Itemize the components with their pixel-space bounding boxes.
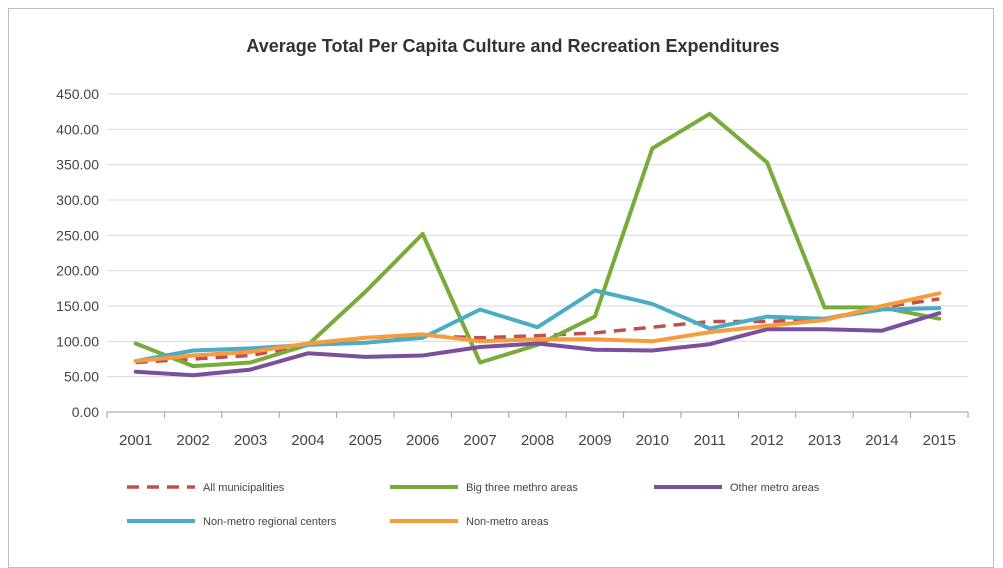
legend-label: Big three methro areas: [466, 482, 578, 494]
y-tick-label: 150.00: [56, 298, 99, 314]
x-tick-label: 2007: [463, 432, 496, 449]
chart-title: Average Total Per Capita Culture and Rec…: [246, 36, 779, 56]
x-tick-label: 2014: [865, 432, 898, 449]
legend: All municipalities Big three methro areas…: [127, 482, 820, 528]
y-tick-label: 350.00: [56, 157, 99, 173]
x-tick-label: 2015: [923, 432, 956, 449]
y-tick-label: 100.00: [56, 333, 99, 349]
y-axis-ticks: 0.00 50.00 100.00 150.00 200.00 250.00 300.00 3…: [56, 86, 99, 420]
x-tick-label: 2002: [176, 432, 209, 449]
series-line: [135, 297, 940, 365]
y-tick-label: 0.00: [72, 404, 99, 420]
y-tick-label: 300.00: [56, 192, 99, 208]
legend-label: Other metro areas: [730, 482, 820, 494]
y-tick-label: 200.00: [56, 263, 99, 279]
legend-label: All municipalities: [203, 482, 285, 494]
series-line: [133, 311, 942, 378]
x-tick-label: 2005: [349, 432, 382, 449]
y-tick-label: 50.00: [64, 369, 99, 385]
x-axis-tick-marks: [106, 412, 969, 418]
legend-label: Non-metro areas: [466, 516, 549, 528]
x-tick-label: 2010: [636, 432, 669, 449]
y-tick-label: 450.00: [56, 86, 99, 102]
x-tick-label: 2006: [406, 432, 439, 449]
series-lines: [133, 111, 942, 378]
line-chart: Average Total Per Capita Culture and Rec…: [56, 36, 969, 528]
x-tick-label: 2011: [694, 432, 726, 449]
x-tick-label: 2009: [578, 432, 611, 449]
chart-frame: [8, 8, 994, 568]
x-axis-ticks: 2001 2002 2003 2004 2005 2006 2007 2008 2009 2010…: [119, 432, 956, 449]
y-tick-label: 400.00: [56, 121, 99, 137]
series-line: [133, 291, 942, 364]
x-tick-label: 2012: [750, 432, 783, 449]
legend-label: Non-metro regional centers: [203, 516, 337, 528]
x-tick-label: 2004: [291, 432, 324, 449]
x-tick-label: 2008: [521, 432, 554, 449]
x-tick-label: 2001: [119, 432, 152, 449]
gridlines: [107, 93, 968, 413]
x-tick-label: 2013: [808, 432, 841, 449]
y-tick-label: 250.00: [56, 227, 99, 243]
x-tick-label: 2003: [234, 432, 267, 449]
